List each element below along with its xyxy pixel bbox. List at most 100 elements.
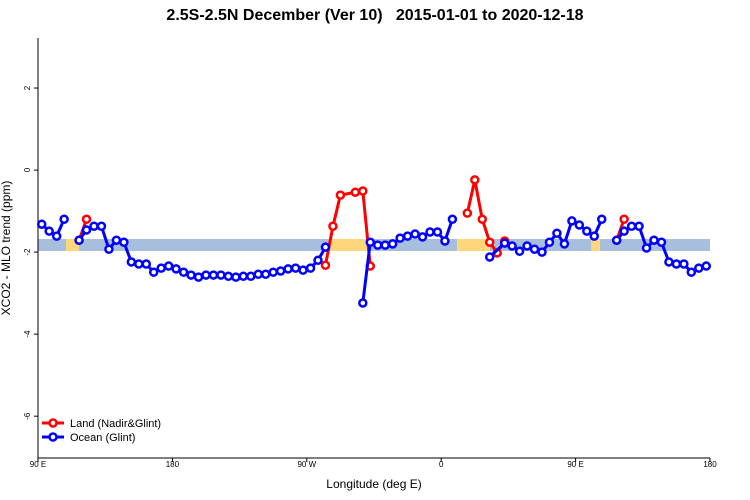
land-band <box>457 239 490 251</box>
point <box>335 190 346 200</box>
x-tick-label: 90 E <box>567 460 583 469</box>
point <box>163 261 174 271</box>
point <box>380 240 390 250</box>
point <box>238 271 249 282</box>
x-tick-label: 90 E <box>30 460 46 469</box>
point <box>246 271 256 282</box>
point <box>148 267 159 277</box>
point <box>171 264 181 274</box>
y-tick-label: 0 <box>23 167 32 172</box>
point <box>395 233 405 243</box>
point <box>104 244 114 254</box>
legend-marker <box>48 418 58 428</box>
point <box>507 241 517 251</box>
point <box>626 221 637 232</box>
point <box>298 265 308 275</box>
x-tick-label: 90 W <box>297 460 316 469</box>
point <box>81 225 92 235</box>
point <box>208 270 219 280</box>
point <box>649 235 659 245</box>
point <box>141 259 152 269</box>
point <box>231 272 241 282</box>
point <box>36 219 47 229</box>
point <box>51 231 62 241</box>
y-axis-label: XCO2 - MLO trend (ppm) <box>0 181 13 316</box>
point <box>350 187 361 197</box>
point <box>447 214 458 225</box>
point <box>634 221 644 232</box>
point <box>522 241 532 251</box>
point <box>290 263 301 273</box>
point <box>119 237 129 248</box>
point <box>596 214 607 225</box>
point <box>582 226 592 236</box>
point <box>611 235 622 245</box>
legend-label: Land (Nadir&Glint) <box>70 418 161 430</box>
point <box>223 271 234 282</box>
point <box>111 235 122 245</box>
y-tick-label: -4 <box>23 330 32 338</box>
point <box>81 214 92 225</box>
point <box>313 255 323 266</box>
point <box>44 226 54 236</box>
point <box>410 229 420 239</box>
point <box>679 259 689 269</box>
point <box>425 227 435 237</box>
y-tick-label: -2 <box>23 248 32 256</box>
point <box>216 270 226 280</box>
point <box>201 270 211 280</box>
point <box>358 186 368 196</box>
point <box>402 231 413 241</box>
point <box>664 257 674 267</box>
point <box>178 267 189 277</box>
point <box>552 228 562 238</box>
point <box>156 263 166 273</box>
point <box>656 237 667 248</box>
point <box>559 239 570 249</box>
point <box>477 214 488 225</box>
land-band <box>591 239 600 251</box>
point <box>126 257 137 267</box>
point <box>432 227 443 237</box>
point <box>193 272 204 282</box>
point <box>89 221 99 232</box>
x-tick-label: 180 <box>166 460 180 469</box>
point <box>694 263 704 273</box>
point <box>372 240 383 250</box>
point <box>358 298 368 308</box>
point <box>74 235 84 245</box>
point <box>641 243 652 253</box>
point <box>484 252 495 262</box>
land-band <box>330 239 368 251</box>
point <box>470 175 480 185</box>
point <box>514 246 525 257</box>
x-axis-label: Longitude (deg E) <box>326 477 421 491</box>
point <box>544 237 555 248</box>
point <box>589 231 600 241</box>
point <box>96 221 107 232</box>
point <box>671 259 682 269</box>
point <box>537 247 547 257</box>
point <box>619 226 629 236</box>
legend-marker <box>48 432 58 442</box>
point <box>701 261 712 271</box>
point <box>686 267 697 277</box>
point <box>567 216 577 226</box>
point <box>387 239 398 249</box>
y-tick-label: -6 <box>23 412 32 420</box>
legend-label: Ocean (Glint) <box>70 432 135 444</box>
chart-title: 2.5S-2.5N December (Ver 10) 2015-01-01 t… <box>166 7 583 24</box>
point <box>59 214 69 225</box>
point <box>328 221 338 232</box>
point <box>186 270 196 280</box>
point <box>417 232 428 242</box>
point <box>275 266 286 276</box>
point <box>260 269 271 279</box>
point <box>484 237 495 248</box>
point <box>462 208 473 218</box>
point <box>320 260 331 270</box>
point <box>305 263 316 273</box>
point <box>619 214 629 225</box>
point <box>134 259 144 269</box>
